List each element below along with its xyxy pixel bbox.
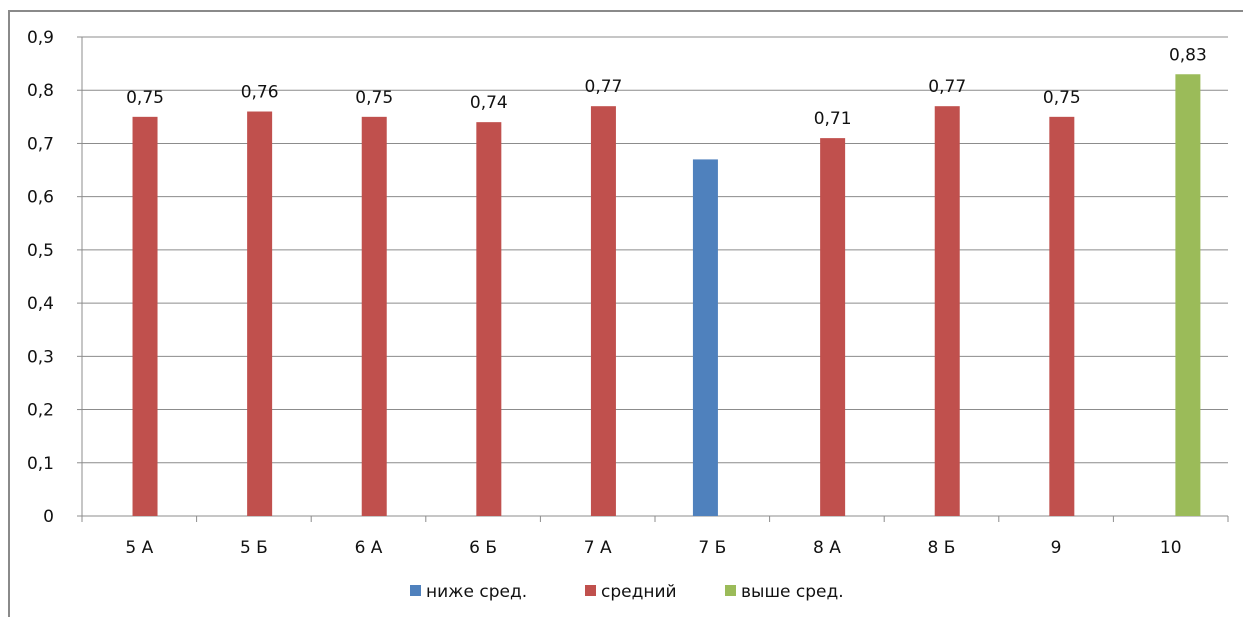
y-axis: 0 0,1 0,2 0,3 0,4 0,5 0,6 0,7 0,8 0,9 bbox=[27, 28, 83, 527]
data-label: 0,83 bbox=[1169, 45, 1207, 65]
legend: ниже сред. средний выше сред. bbox=[410, 582, 844, 602]
x-tick-label: 8 А bbox=[813, 538, 841, 558]
y-tick-label: 0,9 bbox=[27, 28, 54, 48]
bar bbox=[934, 106, 960, 516]
x-tick-label: 7 А bbox=[584, 538, 612, 558]
x-tick-label: 6 А bbox=[355, 538, 383, 558]
data-label: 0,77 bbox=[585, 77, 623, 97]
y-tick-label: 0 bbox=[43, 507, 54, 527]
bar bbox=[590, 106, 616, 516]
y-tick-label: 0,3 bbox=[27, 347, 54, 367]
bar bbox=[476, 122, 502, 517]
legend-label: средний bbox=[601, 582, 677, 602]
legend-swatch bbox=[585, 585, 596, 596]
data-label: 0,74 bbox=[470, 93, 508, 113]
bar bbox=[361, 116, 387, 516]
data-label: 0,76 bbox=[241, 83, 279, 103]
y-tick-label: 0,4 bbox=[27, 294, 54, 314]
data-label: 0,75 bbox=[1043, 88, 1081, 108]
x-tick-label: 5 Б bbox=[240, 538, 268, 558]
bar bbox=[132, 116, 158, 516]
y-tick-label: 0,7 bbox=[27, 134, 54, 154]
legend-swatch bbox=[410, 585, 421, 596]
y-tick-label: 0,2 bbox=[27, 401, 54, 421]
x-tick-label: 9 bbox=[1051, 538, 1062, 558]
gridlines bbox=[82, 36, 1228, 464]
legend-label: ниже сред. bbox=[426, 582, 527, 602]
x-tick-label: 5 А bbox=[125, 538, 153, 558]
data-labels: 0,75 0,76 0,75 0,74 0,77 0,71 0,77 0,75 0,83 bbox=[126, 45, 1207, 129]
data-label: 0,75 bbox=[126, 88, 164, 108]
y-tick-label: 0,6 bbox=[27, 188, 54, 208]
x-tick-label: 7 Б bbox=[698, 538, 726, 558]
y-tick-label: 0,8 bbox=[27, 81, 54, 101]
x-tick-label: 6 Б bbox=[469, 538, 497, 558]
bar bbox=[1049, 116, 1075, 516]
bar bbox=[247, 111, 273, 516]
bar bbox=[692, 159, 718, 516]
bars bbox=[132, 74, 1201, 517]
y-tick-label: 0,1 bbox=[27, 454, 54, 474]
x-tick-label: 8 Б bbox=[928, 538, 956, 558]
legend-label: выше сред. bbox=[741, 582, 844, 602]
x-tick-label: 10 bbox=[1160, 538, 1182, 558]
data-label: 0,77 bbox=[928, 77, 966, 97]
data-label: 0,75 bbox=[355, 88, 393, 108]
x-axis: 5 А 5 Б 6 А 6 Б 7 А 7 Б 8 А 8 Б 9 10 bbox=[81, 515, 1229, 558]
legend-swatch bbox=[725, 585, 736, 596]
bar bbox=[820, 138, 846, 516]
y-tick-label: 0,5 bbox=[27, 241, 54, 261]
bar bbox=[1175, 74, 1201, 516]
data-label: 0,71 bbox=[814, 109, 852, 129]
